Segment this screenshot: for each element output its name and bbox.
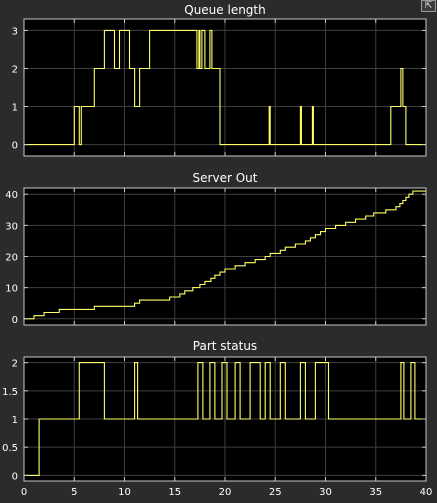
y-tick-label: 1.5 xyxy=(2,387,18,398)
x-tick-label: 5 xyxy=(71,487,77,498)
y-tick-label: 40 xyxy=(5,190,18,201)
x-tick-label: 35 xyxy=(369,487,382,498)
x-tick-label: 20 xyxy=(219,487,232,498)
restore-window-icon: ⇱ xyxy=(424,1,433,11)
x-tick-label: 0 xyxy=(21,487,27,498)
y-tick-label: 1 xyxy=(12,103,18,114)
y-tick-label: 20 xyxy=(5,253,18,264)
y-tick-label: 2 xyxy=(12,64,18,75)
y-tick-label: 1 xyxy=(12,415,18,426)
plot-title: Server Out xyxy=(193,171,258,185)
y-tick-label: 0 xyxy=(12,471,18,482)
y-tick-label: 0.5 xyxy=(2,443,18,454)
x-tick-label: 25 xyxy=(269,487,282,498)
x-tick-label: 30 xyxy=(319,487,332,498)
x-tick-label: 40 xyxy=(420,487,433,498)
series-line xyxy=(24,190,426,320)
y-tick-label: 3 xyxy=(12,26,18,37)
plot-title: Queue length xyxy=(184,3,266,17)
y-tick-label: 0 xyxy=(12,141,18,152)
plot-title: Part status xyxy=(193,339,257,353)
plot-2: 0 10 20 30 40 Server Out xyxy=(5,171,427,326)
y-tick-label: 10 xyxy=(5,284,18,295)
restore-window-button[interactable]: ⇱ xyxy=(421,0,436,12)
y-tick-label: 2 xyxy=(12,359,18,370)
series-line xyxy=(24,362,426,476)
y-tick-label: 30 xyxy=(5,221,18,232)
x-tick-label: 10 xyxy=(118,487,131,498)
y-tick-label: 0 xyxy=(12,315,18,326)
x-tick-label: 15 xyxy=(168,487,181,498)
series-line xyxy=(24,29,426,146)
plot-1: 0 1 2 3 Queue length xyxy=(12,3,427,157)
